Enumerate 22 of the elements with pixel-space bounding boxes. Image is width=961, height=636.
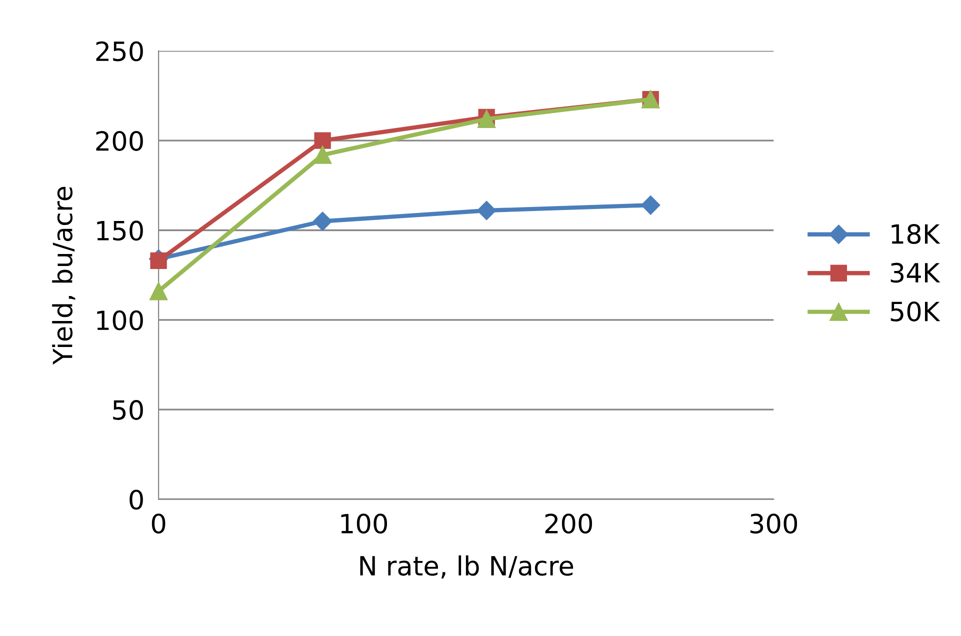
- x-tick-label: 300: [750, 514, 798, 534]
- y-tick-label: 200: [96, 130, 143, 151]
- y-tick-label: 50: [113, 400, 143, 420]
- point: [314, 132, 331, 149]
- point: [150, 252, 167, 270]
- y-tick-label: 100: [97, 310, 143, 330]
- point: [313, 212, 332, 231]
- y-tick-label: 250: [96, 41, 143, 62]
- x-tick-label: 200: [545, 514, 592, 534]
- legend-label: 50K: [890, 302, 940, 322]
- point: [641, 196, 660, 215]
- y-tick-label: 150: [97, 220, 143, 241]
- x-axis-title: N rate, lb N/acre: [360, 555, 574, 578]
- y-axis-title: Yield, bu/acre: [52, 186, 76, 365]
- point: [150, 282, 168, 300]
- legend-label: 34K: [890, 262, 940, 283]
- x-tick-label: 100: [341, 514, 388, 534]
- y-tick-label: 0: [130, 490, 143, 510]
- legend-label: 18K: [892, 224, 940, 244]
- x-tick-label: 0: [152, 514, 166, 534]
- point: [477, 200, 496, 220]
- point: [314, 146, 332, 164]
